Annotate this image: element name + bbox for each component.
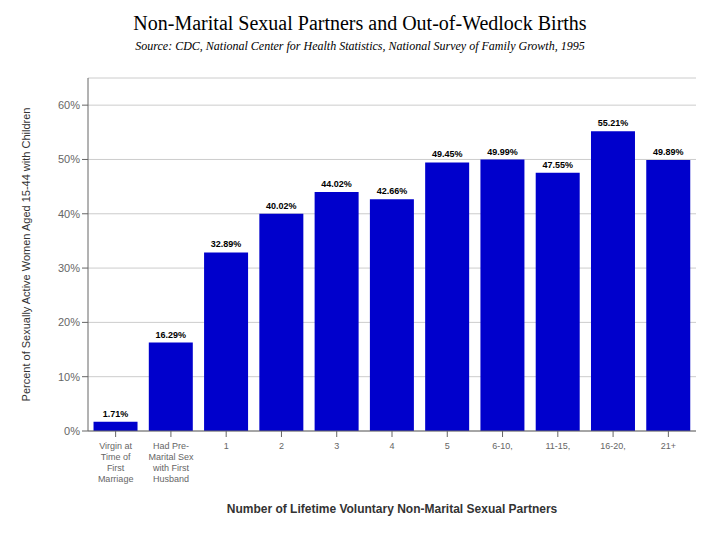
html-text:Source: CDC, National Center f: Source: CDC, National Center for Health …	[135, 39, 585, 53]
html-text:Non-Marital Sexual Partners an: Non-Marital Sexual Partners and Out-of-W…	[133, 12, 587, 34]
svg-text:49.45%: 49.45%	[432, 149, 463, 159]
svg-text:Had Pre-Marital Sexwith FirstH: Had Pre-Marital Sexwith FirstHusband	[148, 441, 194, 484]
svg-text:40.02%: 40.02%	[266, 201, 297, 211]
svg-text:Number of Lifetime Voluntary N: Number of Lifetime Voluntary Non-Marital…	[227, 502, 558, 516]
svg-text:60%: 60%	[58, 99, 80, 111]
svg-text:30%: 30%	[58, 262, 80, 274]
svg-text:47.55%: 47.55%	[542, 160, 573, 170]
svg-text:55.21%: 55.21%	[598, 118, 629, 128]
svg-text:5: 5	[445, 441, 450, 451]
svg-text:11-15,: 11-15,	[545, 441, 570, 451]
svg-text:44.02%: 44.02%	[321, 179, 352, 189]
svg-text:Percent of Sexually Active Wom: Percent of Sexually Active Women Aged 15…	[20, 108, 32, 402]
svg-text:32.89%: 32.89%	[211, 239, 242, 249]
svg-text:16-20,: 16-20,	[600, 441, 626, 451]
svg-text:20%: 20%	[58, 316, 80, 328]
svg-text:10%: 10%	[58, 371, 80, 383]
svg-text:50%: 50%	[58, 153, 80, 165]
svg-text:40%: 40%	[58, 208, 80, 220]
svg-text:2: 2	[279, 441, 284, 451]
svg-text:49.89%: 49.89%	[653, 147, 684, 157]
svg-text:4: 4	[389, 441, 394, 451]
svg-text:21+: 21+	[661, 441, 676, 451]
svg-text:1: 1	[224, 441, 229, 451]
svg-text:1.71%: 1.71%	[103, 409, 129, 419]
svg-text:3: 3	[334, 441, 339, 451]
svg-text:49.99%: 49.99%	[487, 147, 518, 157]
svg-text:42.66%: 42.66%	[377, 186, 408, 196]
svg-text:6-10,: 6-10,	[492, 441, 513, 451]
svg-text:Virgin atTime ofFirstMarriage: Virgin atTime ofFirstMarriage	[98, 441, 134, 484]
svg-text:16.29%: 16.29%	[156, 330, 187, 340]
svg-text:0%: 0%	[64, 425, 80, 437]
